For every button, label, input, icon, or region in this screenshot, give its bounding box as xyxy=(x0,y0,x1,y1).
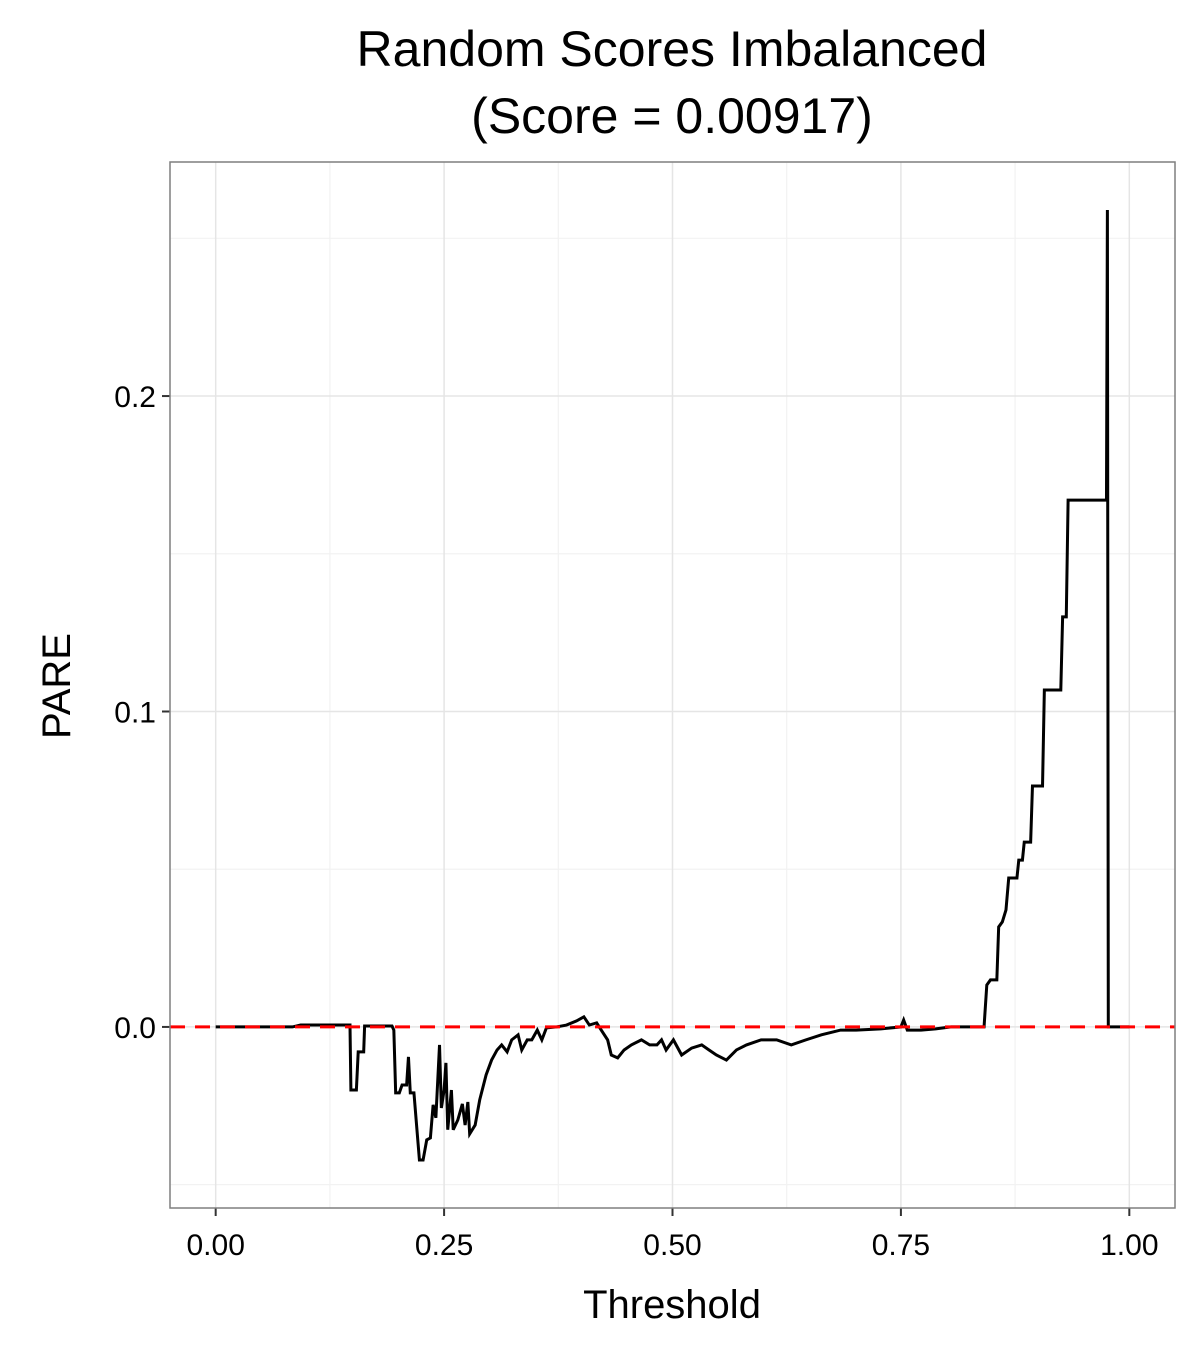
y-tick-label: 0.0 xyxy=(114,1012,156,1045)
x-tick-label: 0.25 xyxy=(415,1229,473,1262)
x-tick-label: 0.75 xyxy=(872,1229,930,1262)
y-tick-label: 0.2 xyxy=(114,381,156,414)
x-axis-title: Threshold xyxy=(583,1283,761,1327)
y-tick-label: 0.1 xyxy=(114,696,156,729)
y-axis-title: PARE xyxy=(35,633,79,739)
x-tick-label: 0.00 xyxy=(186,1229,244,1262)
chart-subtitle: (Score = 0.00917) xyxy=(471,88,873,144)
panel-border xyxy=(169,161,1176,1209)
x-tick-label: 0.50 xyxy=(643,1229,701,1262)
chart-title: Random Scores Imbalanced xyxy=(357,21,988,77)
x-tick-label: 1.00 xyxy=(1100,1229,1158,1262)
